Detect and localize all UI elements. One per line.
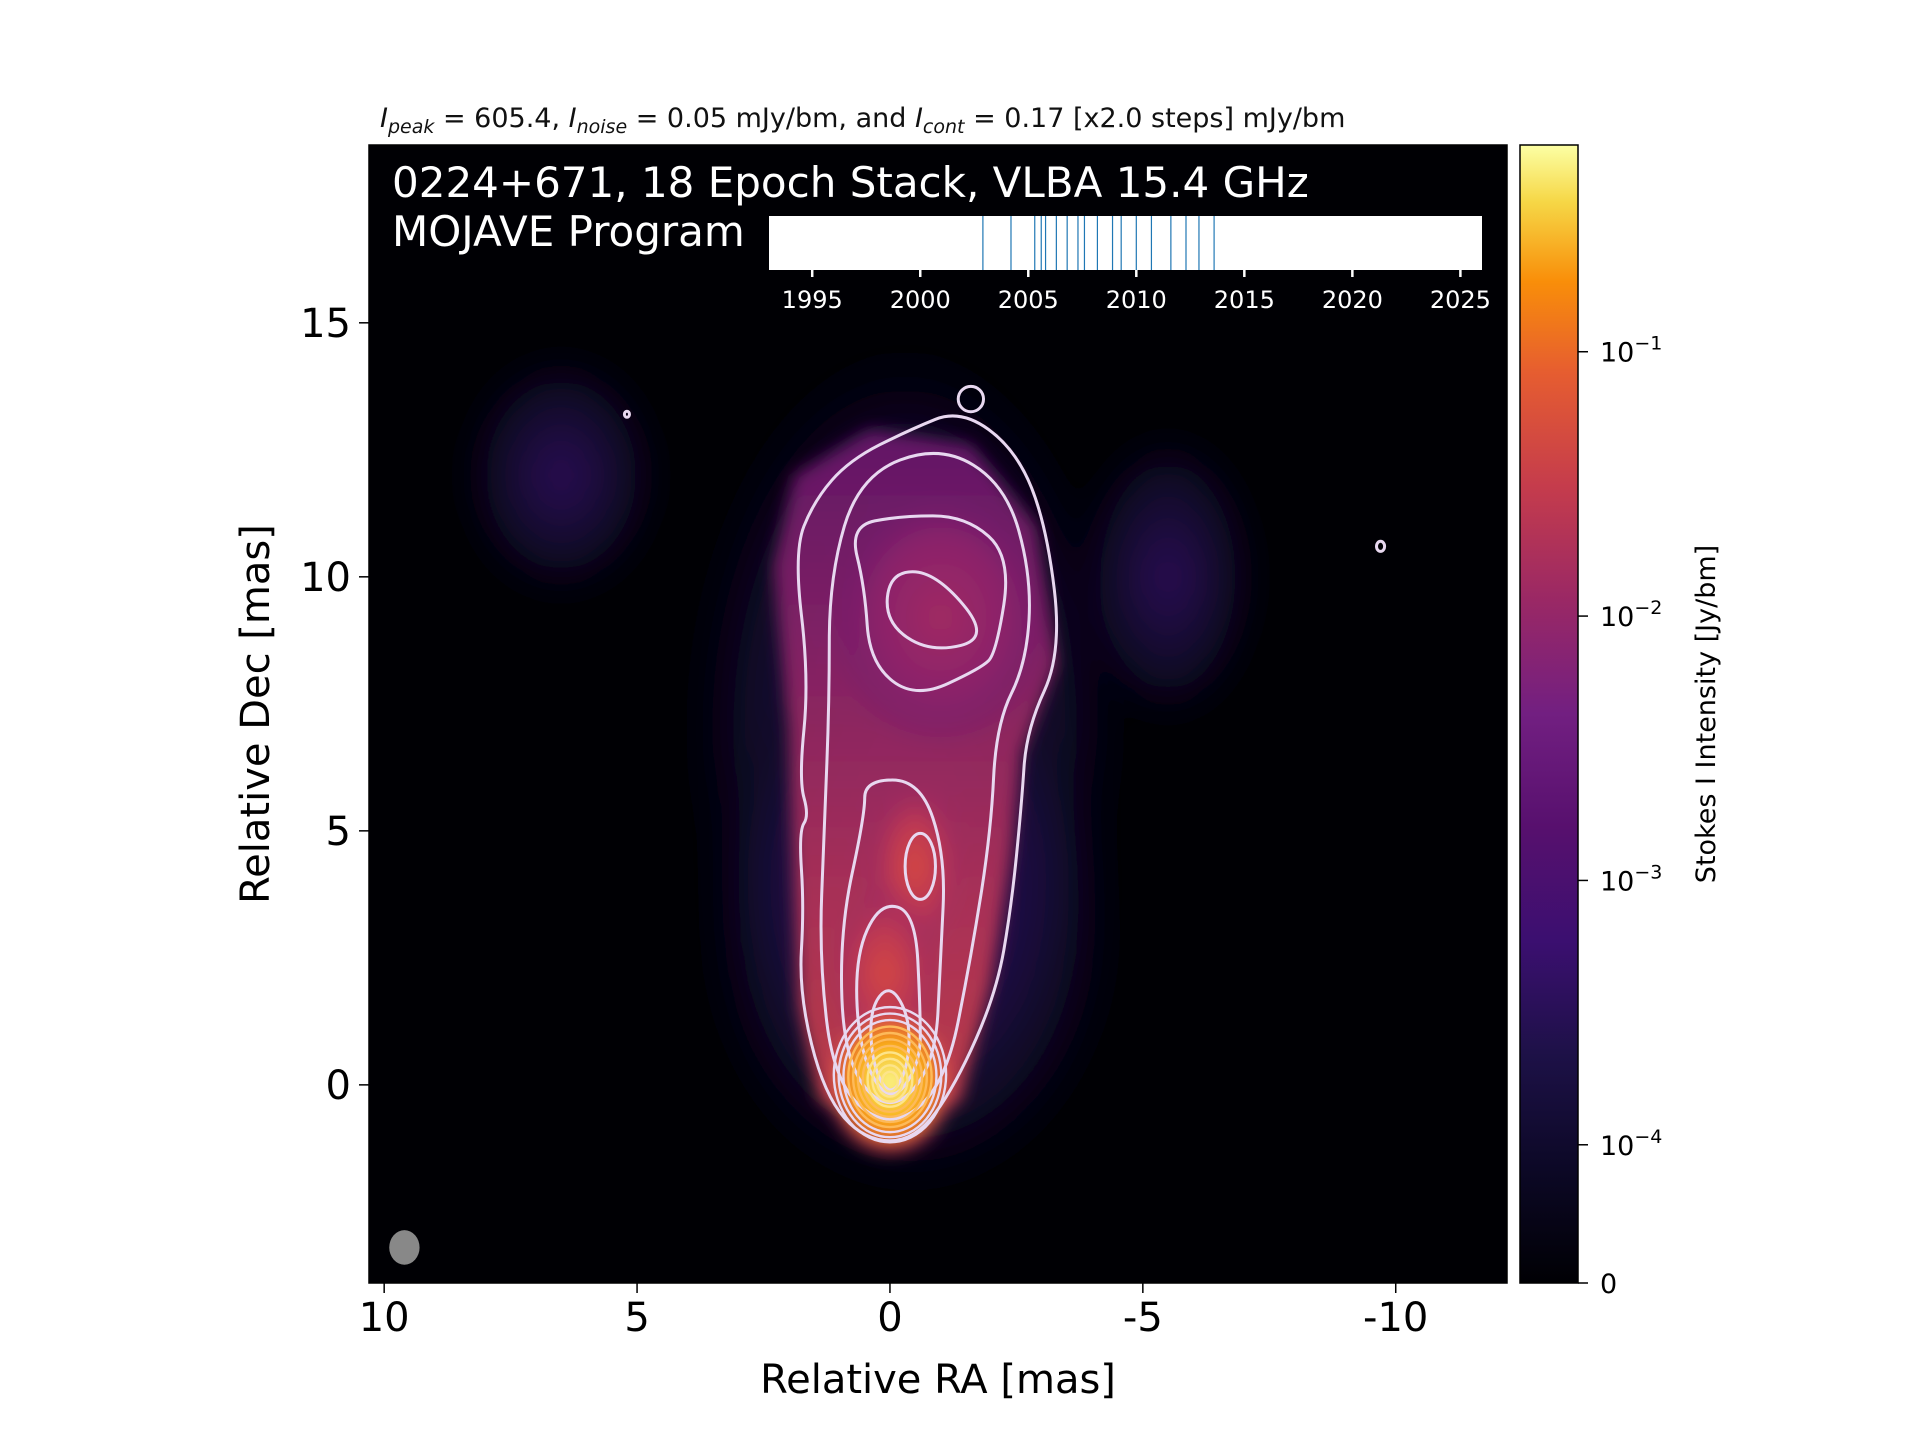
- y-tick-label: 5: [326, 809, 351, 855]
- plot-subtitle: MOJAVE Program: [392, 207, 745, 256]
- epoch-tick-label: 2020: [1322, 286, 1383, 314]
- epoch-tick-label: 2000: [890, 286, 951, 314]
- colorbar-ticks: 0 10−4 10−3 10−2 10−1: [1578, 333, 1662, 1300]
- y-axis-label: Relative Dec [mas]: [233, 524, 279, 904]
- intensity-summary: Ipeak = 605.4, Inoise = 0.05 mJy/bm, and…: [380, 103, 1345, 138]
- epoch-tick-label: 2010: [1106, 286, 1167, 314]
- y-tick-label: 10: [300, 555, 351, 601]
- halo-blob: [1077, 424, 1260, 730]
- epoch-lines: [982, 216, 1215, 270]
- knot-contour: [903, 831, 937, 901]
- intensity-contour: [885, 570, 979, 650]
- epoch-tick-label: 2025: [1430, 286, 1491, 314]
- emission-component: [829, 485, 1052, 750]
- intensity-contour: [796, 414, 1059, 1143]
- plot-title: 0224+671, 18 Epoch Stack, VLBA 15.4 GHz: [392, 158, 1309, 207]
- isolated-contour: [1375, 539, 1387, 553]
- halo-blob: [460, 348, 663, 603]
- core-contour: [851, 1031, 928, 1124]
- x-axis: 10 5 0 -5 -10: [359, 1283, 1428, 1341]
- core-contour: [847, 1025, 933, 1129]
- colorbar-tick-label: 10−2: [1600, 597, 1662, 633]
- epoch-tick-label: 1995: [782, 286, 843, 314]
- y-axis: 0 5 10 15: [300, 301, 369, 1109]
- core-contour: [837, 1012, 943, 1139]
- plot-frame: [368, 144, 1508, 1284]
- x-axis-label: Relative RA [mas]: [760, 1357, 1116, 1403]
- intensity-contour: [819, 451, 1031, 1121]
- epoch-axis: 1995 2000 2005 2010 2015 2020 2025: [782, 270, 1491, 314]
- x-tick-label: 10: [359, 1295, 410, 1341]
- epoch-timeline: 1995 2000 2005 2010 2015 2020 2025: [769, 216, 1491, 314]
- intensity-contour: [855, 904, 922, 1096]
- isolated-contour: [956, 384, 986, 414]
- colorbar-tick-label: 10−1: [1600, 333, 1662, 369]
- core-contour: [880, 1070, 900, 1093]
- intensity-contour: [853, 514, 1008, 693]
- epoch-timeline-box: [769, 216, 1482, 270]
- x-tick-label: -5: [1123, 1295, 1163, 1341]
- core-contour: [856, 1038, 924, 1119]
- colorbar-label: Stokes I Intensity [Jy/bm]: [1691, 545, 1722, 883]
- core-contour: [866, 1051, 914, 1108]
- contour-set: [622, 384, 1387, 1144]
- x-tick-label: -10: [1363, 1295, 1428, 1341]
- colorbar-tick-label: 0: [1600, 1269, 1617, 1300]
- colorbar: 0 10−4 10−3 10−2 10−1 Stokes I Intensity [Jy…: [1519, 144, 1722, 1300]
- colorbar-tick-label: 10−4: [1600, 1126, 1662, 1162]
- isolated-contour: [622, 409, 631, 419]
- core-contour: [871, 1057, 909, 1103]
- y-tick-label: 0: [326, 1063, 351, 1109]
- colorbar-tick-label: 10−3: [1600, 861, 1662, 897]
- y-tick-label: 15: [300, 301, 351, 347]
- x-tick-label: 5: [624, 1295, 649, 1341]
- core-contour: [876, 1064, 904, 1098]
- core-contour: [861, 1044, 919, 1113]
- epoch-tick-label: 2015: [1214, 286, 1275, 314]
- image-panel: [369, 145, 1507, 1283]
- core-contour: [842, 1018, 938, 1134]
- colorbar-gradient: [1519, 144, 1579, 1284]
- epoch-tick-label: 2005: [998, 286, 1059, 314]
- x-tick-label: 0: [877, 1295, 902, 1341]
- core-contour: [832, 1005, 948, 1144]
- restoring-beam: [389, 1230, 420, 1265]
